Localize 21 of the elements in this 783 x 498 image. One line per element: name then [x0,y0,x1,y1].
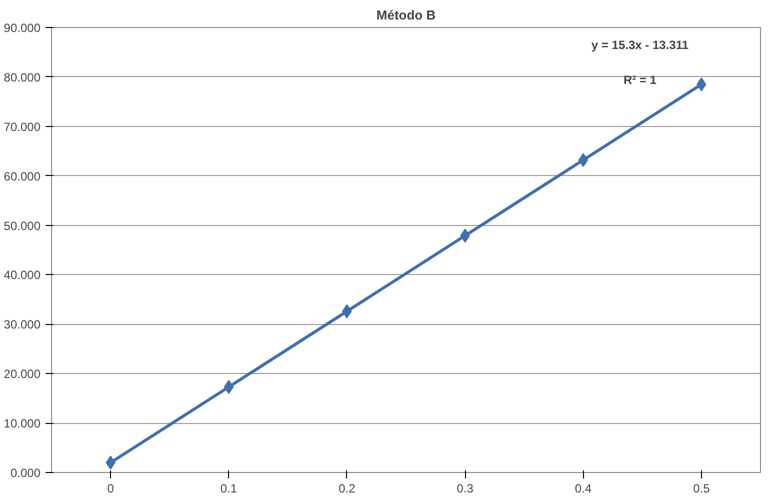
y-tick-label: 70.000 [4,120,41,134]
y-tick-label: 90.000 [4,21,41,35]
point [578,153,588,168]
x-tick-label: 0.2 [338,482,356,496]
annotation: y = 15.3x - 13.311 [591,38,689,52]
x-tick-label: 0.4 [574,482,592,496]
x-tick-label: 0 [107,482,114,496]
x-tick-label: 0.1 [220,482,238,496]
y-tick-label: 30.000 [4,318,41,332]
x-tick-label: 0.5 [693,482,710,496]
y-tick-label: 10.000 [4,416,41,431]
x-tick-label: 0.3 [456,482,474,496]
point [224,380,234,394]
y-tick-label: 20.000 [4,367,41,382]
y-tick-label: 50.000 [4,218,41,233]
chart-title: Método B [376,8,436,22]
annotation: R² = 1 [623,72,657,87]
y-tick-label: 0.000 [10,466,41,480]
y-tick-label: 80.000 [4,70,41,84]
y-tick-label: 60.000 [4,169,41,184]
y-tick-label: 40.000 [4,268,41,282]
